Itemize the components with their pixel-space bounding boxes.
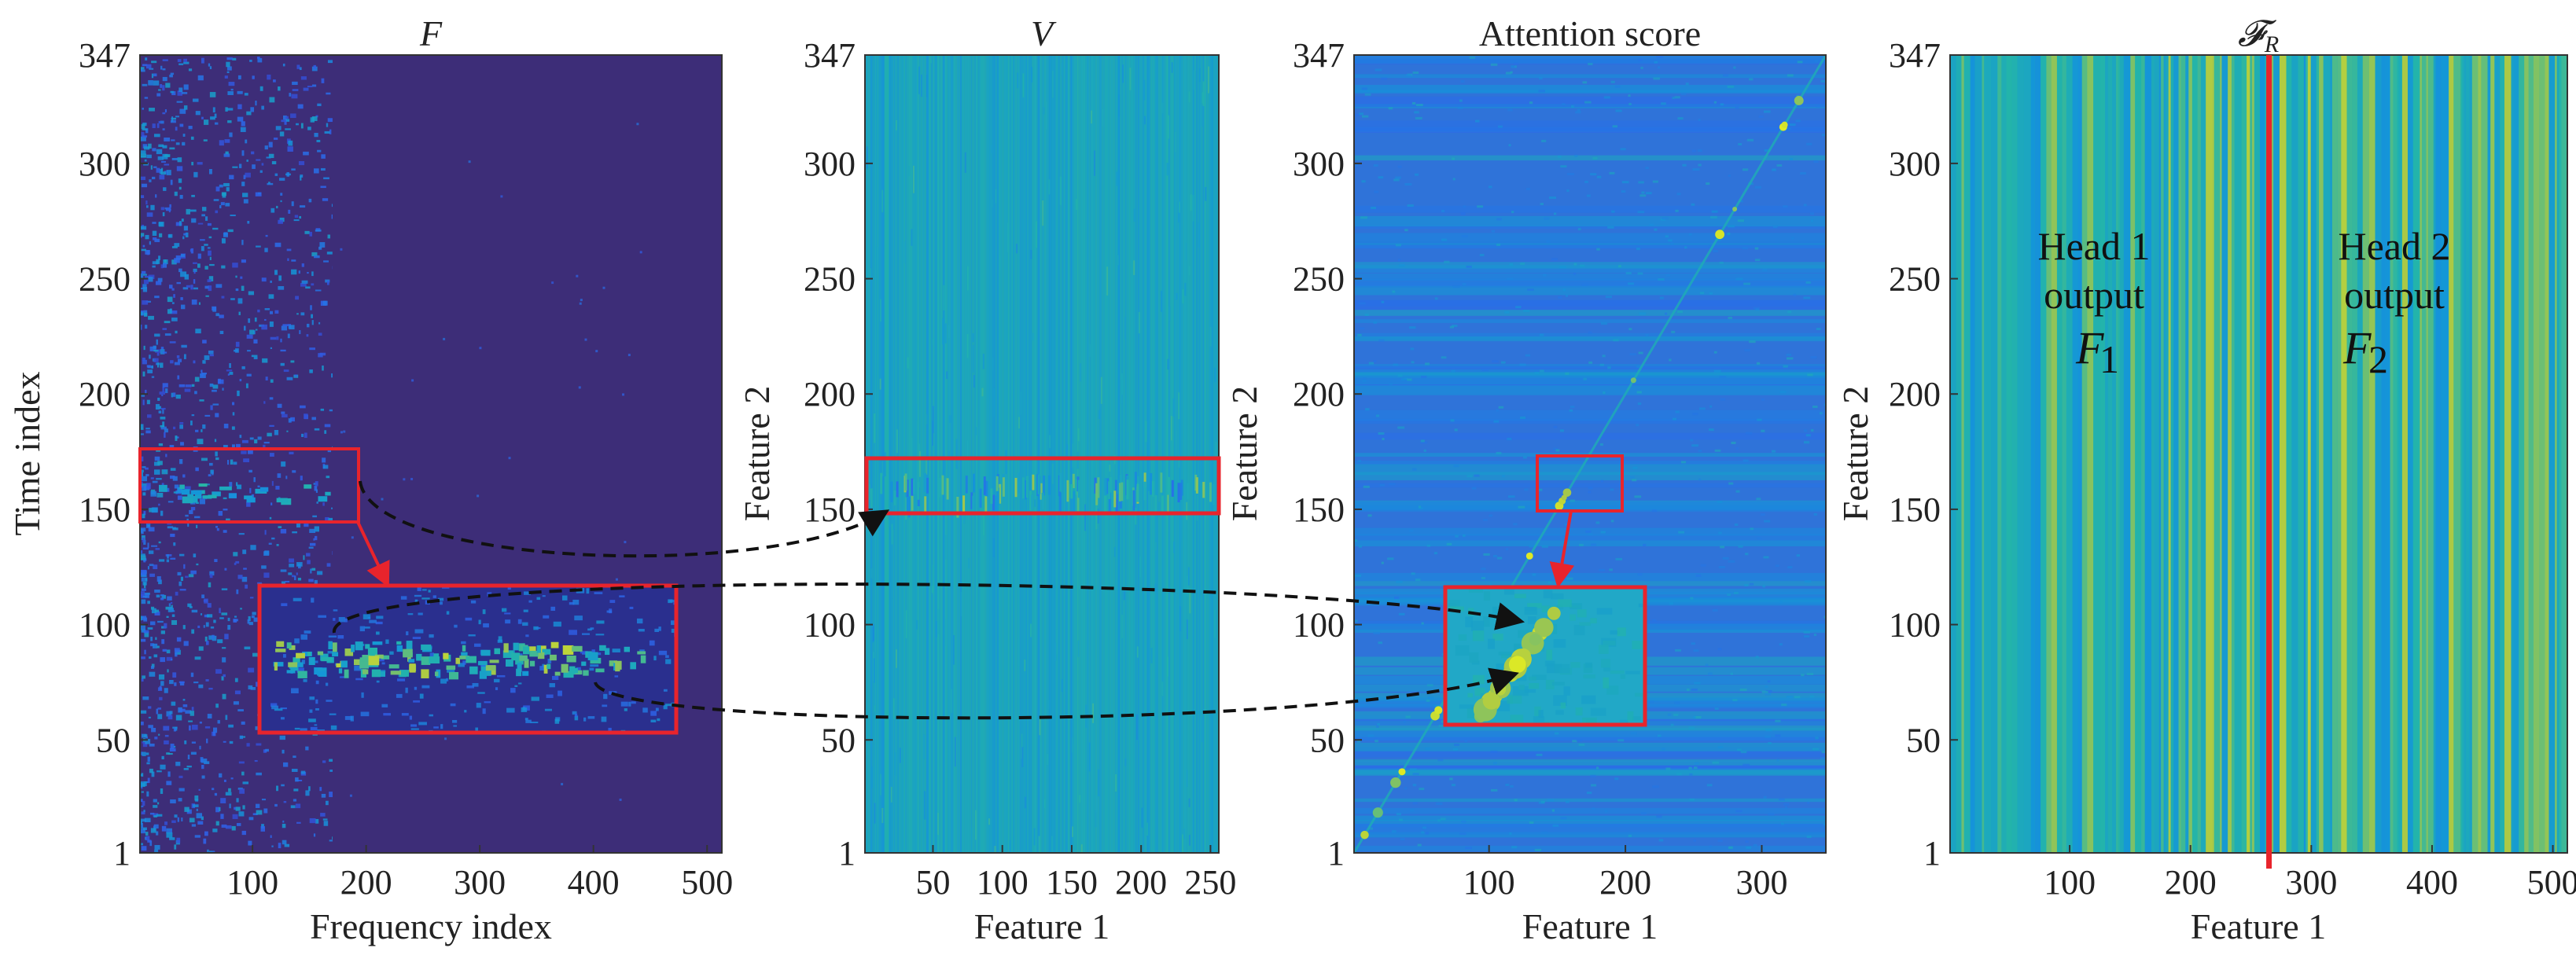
panel-f-r: 𝓕R 100 200 300 400 500150100150200250300347 …: [1835, 13, 2576, 946]
head-1-subscript: 1: [2099, 337, 2119, 381]
y-tick-label: 300: [1889, 145, 1941, 183]
y-tick-label: 150: [79, 491, 131, 529]
annotations-overlay: [138, 447, 1647, 735]
x-tick-label: 500: [2527, 863, 2576, 902]
inset-frame: [257, 583, 679, 735]
x-tick-label: 200: [340, 863, 392, 902]
y-tick-label: 250: [1889, 260, 1941, 299]
head-2-sublabel: output: [2344, 273, 2445, 317]
panel-title: V: [1031, 13, 1057, 53]
y-tick-label: 347: [804, 36, 856, 75]
plot-frame: [1949, 54, 2568, 854]
x-axis-label: Feature 1: [974, 906, 1110, 946]
x-tick-label: 300: [2285, 863, 2337, 902]
y-tick-label: 347: [1293, 36, 1345, 75]
heatmap-texture: [865, 55, 1219, 853]
x-tick-label: 250: [1184, 863, 1236, 902]
heatmap-texture: [1950, 55, 2567, 853]
y-tick-label: 100: [804, 606, 856, 645]
y-tick-label: 1: [1923, 834, 1941, 873]
x-tick-label: 100: [977, 863, 1029, 902]
y-axis-label: Feature 2: [1835, 386, 1875, 521]
zoom-arrow: [356, 521, 390, 588]
x-tick-label: 500: [681, 863, 733, 902]
y-tick-label: 200: [79, 375, 131, 413]
y-tick-label: 150: [804, 491, 856, 529]
y-axis-label: Feature 2: [737, 386, 777, 521]
y-tick-label: 100: [79, 606, 131, 645]
y-axis-label: Feature 2: [1224, 386, 1264, 521]
highlight-box: [138, 447, 360, 524]
x-axis-label: Feature 1: [2191, 906, 2326, 946]
head-2-symbol: F: [2342, 322, 2372, 373]
plot-frame: [1353, 54, 1827, 854]
inset-frame: [1443, 585, 1647, 727]
y-tick-label: 250: [79, 260, 131, 299]
y-tick-label: 50: [1906, 721, 1941, 759]
zoom-arrow: [1549, 510, 1575, 589]
x-tick-label: 200: [1599, 863, 1651, 902]
y-tick-label: 300: [804, 145, 856, 183]
x-tick-label: 400: [2406, 863, 2458, 902]
panel-title: Attention score: [1479, 13, 1701, 53]
y-tick-label: 150: [1889, 491, 1941, 529]
x-axis-label: Feature 1: [1522, 906, 1658, 946]
x-tick-label: 150: [1046, 863, 1098, 902]
y-tick-label: 250: [804, 260, 856, 299]
x-tick-label: 300: [1735, 863, 1787, 902]
x-tick-label: 100: [2044, 863, 2096, 902]
panel-attention-score: Attention score 100 200 300150100150200250…: [1224, 13, 1827, 946]
y-tick-label: 300: [79, 145, 131, 183]
y-tick-label: 100: [1889, 606, 1941, 645]
y-tick-label: 50: [96, 721, 131, 759]
y-tick-label: 347: [1889, 36, 1941, 75]
head-1-symbol: F: [2075, 322, 2104, 373]
y-tick-label: 100: [1293, 606, 1345, 645]
panel-title: 𝓕R: [2238, 13, 2279, 57]
y-tick-label: 50: [821, 721, 856, 759]
plot-frame: [864, 54, 1220, 854]
x-tick-label: 400: [568, 863, 620, 902]
head-1-label: Head 1: [2038, 224, 2151, 268]
y-tick-label: 300: [1293, 145, 1345, 183]
y-tick-label: 200: [1889, 375, 1941, 413]
x-tick-label: 300: [454, 863, 506, 902]
inset-texture: [270, 586, 676, 733]
y-tick-label: 200: [1293, 375, 1345, 413]
connector-f-to-v: [359, 480, 890, 558]
y-tick-label: 1: [838, 834, 856, 873]
y-tick-label: 1: [1327, 834, 1345, 873]
head-2-subscript: 2: [2368, 337, 2388, 381]
x-tick-label: 100: [226, 863, 278, 902]
connector-inset-to-attention-lower: [594, 667, 1519, 720]
x-axis-label: Frequency index: [310, 906, 552, 946]
x-tick-label: 50: [915, 863, 950, 902]
x-tick-label: 200: [1115, 863, 1167, 902]
panel-title: F: [419, 13, 443, 53]
highlight-box: [864, 456, 1221, 516]
head-1-sublabel: output: [2044, 273, 2144, 317]
y-tick-label: 50: [1310, 721, 1345, 759]
head-2-label: Head 2: [2339, 224, 2451, 268]
x-tick-label: 100: [1463, 863, 1515, 902]
y-tick-label: 347: [79, 36, 131, 75]
y-tick-label: 150: [1293, 491, 1345, 529]
y-tick-label: 200: [804, 375, 856, 413]
y-tick-label: 1: [113, 834, 131, 873]
connector-inset-to-attention: [332, 582, 1525, 634]
highlight-box: [1536, 454, 1624, 513]
x-tick-label: 200: [2165, 863, 2217, 902]
y-axis-label: Time index: [7, 371, 47, 535]
y-tick-label: 250: [1293, 260, 1345, 299]
